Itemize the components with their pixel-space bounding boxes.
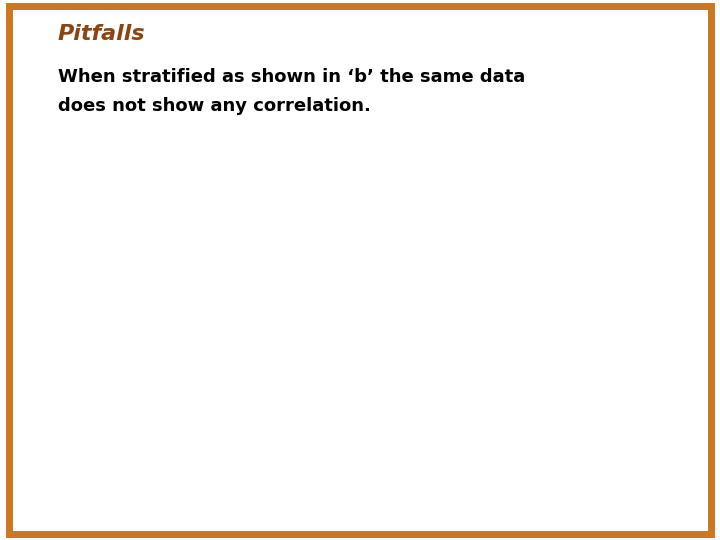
Point [403,333,415,341]
Point [315,387,326,395]
Point [349,403,361,411]
Point [418,333,429,341]
Point [410,403,422,411]
Point [328,371,340,380]
Point [349,361,361,370]
Point [431,434,442,443]
Point [485,323,497,332]
Point [418,368,429,376]
Point [390,364,402,373]
Point [492,368,504,376]
Text: does not show any correlation.: does not show any correlation. [58,97,371,115]
Point [349,371,361,380]
Point [403,387,415,395]
Point [315,355,326,364]
Point [485,292,497,300]
Point [301,387,312,395]
Point [445,361,456,370]
Point [418,418,429,427]
Point [410,364,422,373]
Point [246,349,258,357]
Point [144,371,156,380]
Point [390,387,402,395]
Point [383,403,395,411]
Point [438,387,449,395]
Point [281,295,292,303]
Point [431,346,442,354]
Point [383,371,395,380]
Point [356,377,367,386]
Point [424,396,436,405]
Point [369,339,381,348]
Text: When stratified as shown in ‘b’ the same data: When stratified as shown in ‘b’ the same… [58,68,525,85]
Point [445,403,456,411]
Point [376,361,387,370]
Point [465,371,477,380]
Point [479,441,490,449]
Point [424,355,436,364]
Point [199,364,210,373]
Point [451,418,463,427]
Point [178,368,189,376]
Point [226,364,238,373]
Text: No correlation: No correlation [387,253,500,267]
Point [362,352,374,361]
Point [362,418,374,427]
Point [383,333,395,341]
Point [294,371,306,380]
Point [308,403,320,411]
Point [336,330,347,339]
Point [458,361,469,370]
Text: ( b ): ( b ) [389,286,444,310]
Text: Pitfalls: Pitfalls [58,24,145,44]
Point [212,368,224,376]
Point [287,434,299,443]
Point [260,387,271,395]
Point [397,368,408,376]
Point [342,364,354,373]
Point [328,418,340,427]
Point [301,276,312,285]
Point [397,323,408,332]
Point [438,323,449,332]
Point [451,314,463,322]
Point [500,301,511,310]
Point [308,437,320,446]
Point [246,339,258,348]
Point [266,425,278,434]
Point [356,339,367,348]
Point [506,346,518,354]
Point [336,403,347,411]
Point [369,371,381,380]
Point [376,418,387,427]
Point [342,314,354,322]
Point [472,403,484,411]
Point [458,396,469,405]
Point [321,292,333,300]
Point [472,323,484,332]
Point [281,339,292,348]
